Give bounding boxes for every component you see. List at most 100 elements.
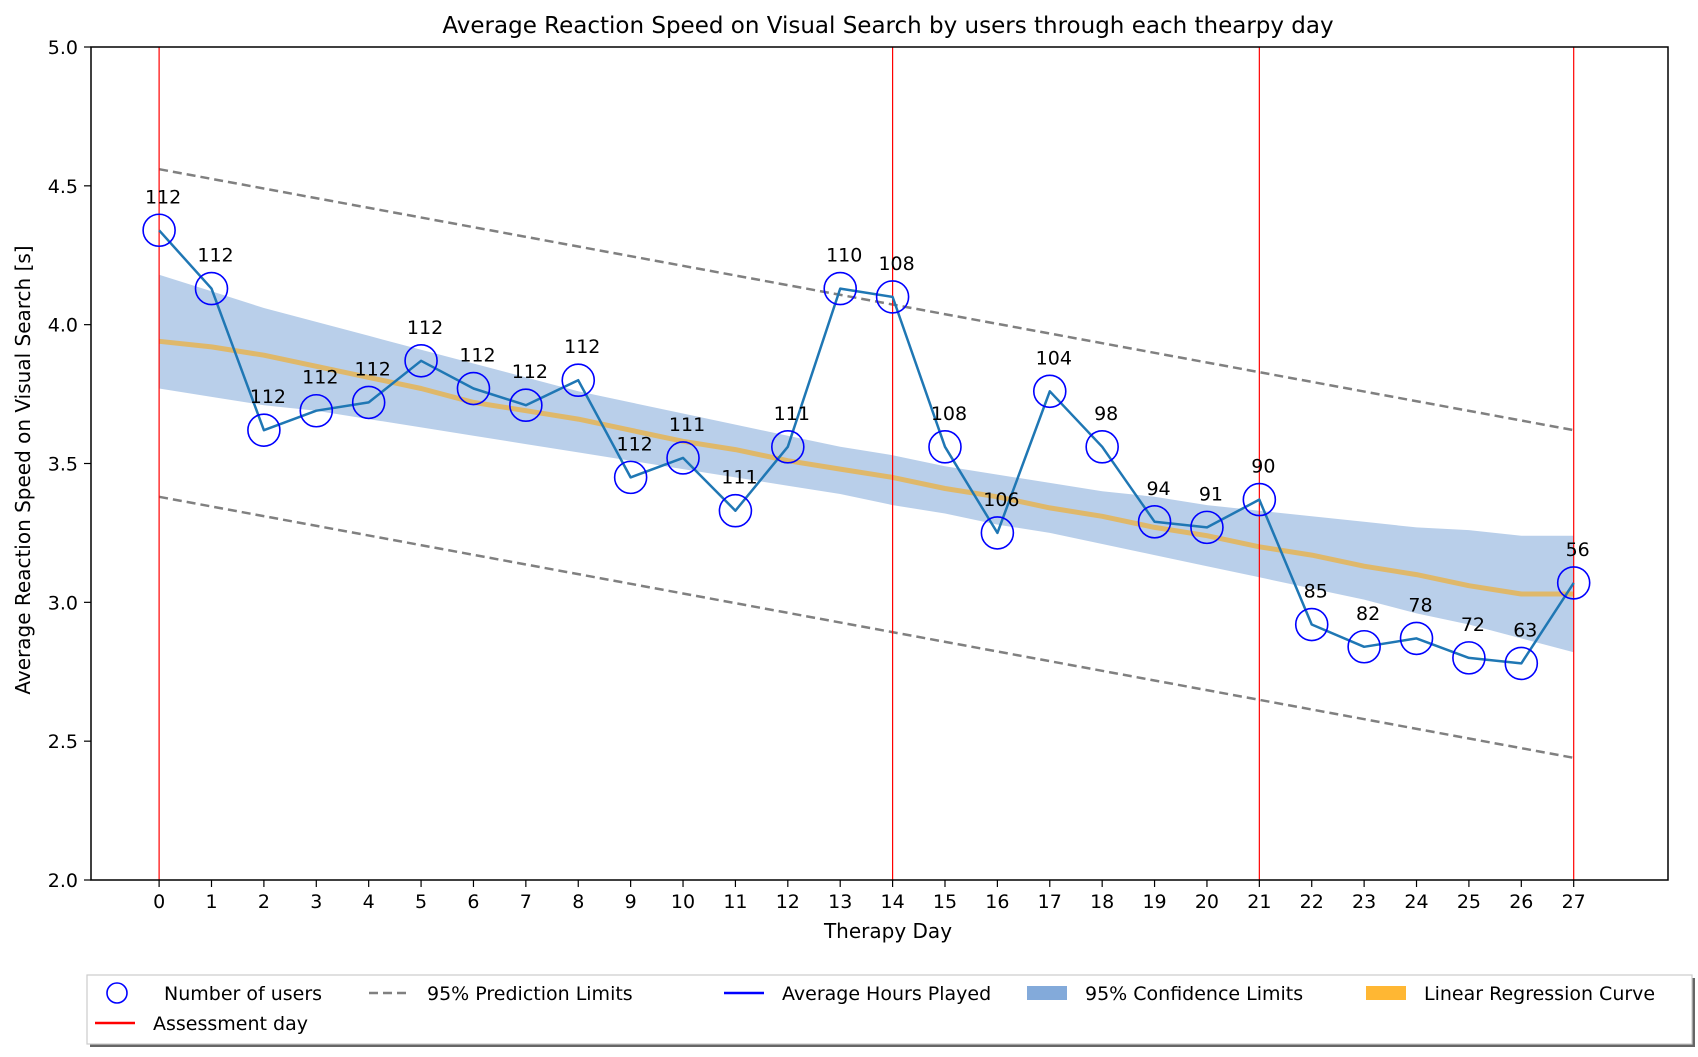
- x-tick-label: 24: [1404, 891, 1428, 913]
- data-point-marker: [1137, 505, 1172, 539]
- data-point-marker: [1242, 482, 1277, 517]
- user-count-label: 104: [1036, 347, 1072, 369]
- user-count-label: 111: [669, 414, 705, 436]
- user-count-label: 112: [145, 186, 181, 208]
- legend-label: Linear Regression Curve: [1424, 983, 1655, 1005]
- data-point-marker: [980, 516, 1015, 550]
- prediction-limit-upper: [158, 167, 1574, 432]
- data-point-marker: [613, 460, 648, 495]
- x-tick-label: 18: [1090, 891, 1114, 913]
- user-count-label: 78: [1408, 594, 1432, 616]
- data-point-marker: [509, 388, 543, 422]
- x-tick-label: 6: [467, 891, 479, 913]
- data-point-marker: [561, 363, 596, 398]
- legend-label: Assessment day: [153, 1013, 308, 1035]
- data-point-marker: [1452, 641, 1486, 675]
- user-count-label: 112: [564, 336, 600, 358]
- blue-patch-icon: [1027, 986, 1067, 1000]
- x-tick-label: 20: [1195, 891, 1219, 913]
- x-tick-label: 17: [1038, 891, 1062, 913]
- data-point-marker: [299, 393, 334, 428]
- x-tick-label: 26: [1509, 891, 1533, 913]
- data-point-marker: [351, 385, 386, 420]
- legend-label: Average Hours Played: [782, 983, 991, 1005]
- data-point-marker: [823, 271, 858, 306]
- user-count-label: 56: [1566, 539, 1590, 561]
- legend-item: Linear Regression Curve: [1366, 983, 1655, 1005]
- data-point-marker: [194, 271, 229, 306]
- data-point-marker: [1399, 621, 1434, 656]
- orange-patch-icon: [1366, 986, 1406, 1000]
- x-tick-label: 12: [776, 891, 800, 913]
- data-point-marker: [771, 430, 805, 464]
- user-count-label: 112: [512, 361, 548, 383]
- legend: Number of users 95% Prediction Limits Aver…: [86, 974, 1695, 1047]
- user-count-label: 112: [355, 358, 391, 380]
- y-tick-label: 4.0: [48, 315, 78, 337]
- x-tick-label: 27: [1562, 891, 1586, 913]
- y-axis-label: Average Reaction Speed on Visual Search …: [11, 245, 35, 694]
- data-point-marker: [1504, 646, 1539, 681]
- y-tick-label: 4.5: [48, 176, 78, 198]
- data-point-marker: [1032, 374, 1067, 409]
- x-tick-label: 3: [310, 891, 322, 913]
- y-tick-label: 5.0: [48, 37, 78, 59]
- user-count-label: 112: [302, 367, 338, 389]
- user-count-label: 94: [1146, 478, 1170, 500]
- y-tick-label: 2.0: [48, 870, 78, 892]
- data-point-marker: [456, 371, 491, 406]
- user-count-label: 72: [1461, 614, 1485, 636]
- y-tick-label: 3.5: [48, 454, 78, 476]
- data-point-marker: [247, 413, 281, 447]
- x-tick-label: 11: [723, 891, 747, 913]
- x-tick-label: 4: [363, 891, 375, 913]
- user-count-label: 112: [407, 317, 443, 339]
- x-tick-label: 16: [985, 891, 1009, 913]
- data-point-marker: [142, 213, 176, 248]
- chart-title: Average Reaction Speed on Visual Search …: [442, 13, 1333, 39]
- data-point-marker: [1190, 510, 1224, 545]
- prediction-limit-lower: [158, 495, 1574, 760]
- user-count-label: 98: [1094, 403, 1118, 425]
- data-point-marker: [1556, 566, 1591, 600]
- circle-icon: [106, 982, 128, 1004]
- x-axis-label: Therapy Day: [823, 919, 952, 943]
- user-count-label: 91: [1199, 483, 1223, 505]
- x-tick-label: 19: [1142, 891, 1166, 913]
- legend-label: Number of users: [164, 983, 322, 1005]
- x-tick-label: 14: [881, 891, 905, 913]
- user-count-label: 108: [878, 253, 914, 275]
- data-point-marker: [1347, 629, 1381, 664]
- user-count-label: 110: [826, 245, 862, 267]
- x-tick-label: 21: [1247, 891, 1271, 913]
- y-tick-label: 2.5: [48, 731, 78, 753]
- user-count-label: 85: [1304, 581, 1328, 603]
- y-tick-label: 3.0: [48, 592, 78, 614]
- legend-item: Assessment day: [95, 1013, 308, 1035]
- user-count-label: 112: [617, 433, 653, 455]
- user-count-label: 90: [1251, 456, 1275, 478]
- x-tick-label: 25: [1457, 891, 1481, 913]
- data-point-marker: [875, 280, 910, 314]
- x-tick-label: 0: [153, 891, 165, 913]
- confidence-band: [159, 274, 1574, 653]
- legend-item: 95% Prediction Limits: [369, 983, 633, 1005]
- data-point-marker: [1294, 607, 1329, 642]
- user-count-label: 111: [721, 467, 757, 489]
- x-tick-label: 13: [828, 891, 852, 913]
- average-line: [158, 229, 1575, 665]
- x-tick-label: 8: [572, 891, 584, 913]
- x-tick-label: 7: [520, 891, 532, 913]
- legend-item: Number of users: [106, 982, 322, 1005]
- legend-label: 95% Confidence Limits: [1085, 983, 1303, 1005]
- user-count-label: 112: [459, 345, 495, 367]
- data-point-marker: [666, 441, 700, 475]
- x-tick-label: 5: [415, 891, 427, 913]
- user-count-label: 63: [1513, 619, 1537, 641]
- user-count-label: 112: [197, 245, 233, 267]
- legend-item: 95% Confidence Limits: [1027, 983, 1303, 1005]
- user-count-label: 82: [1356, 603, 1380, 625]
